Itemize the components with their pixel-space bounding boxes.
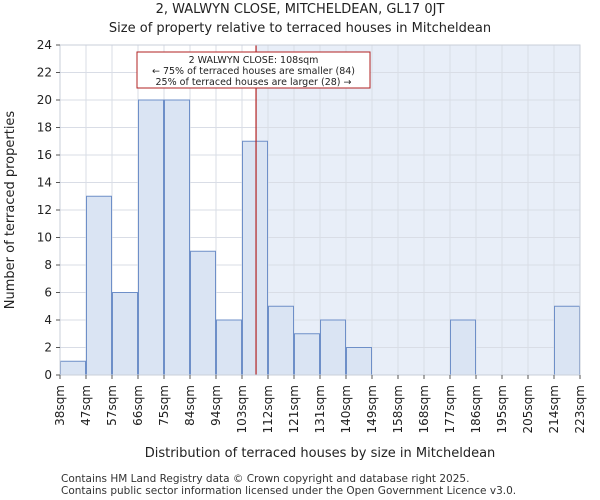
y-tick-label: 2 [44, 341, 52, 355]
x-tick-label: 47sqm [79, 385, 93, 426]
y-axis-label: Number of terraced properties [3, 111, 18, 310]
bar-103sqm [242, 140, 268, 376]
chart-area: 2 WALWYN CLOSE: 108sqm← 75% of terraced … [3, 38, 587, 461]
x-tick-label: 66sqm [131, 385, 145, 426]
y-tick-label: 8 [44, 258, 52, 272]
x-tick-label: 177sqm [443, 385, 457, 433]
x-tick-label: 168sqm [417, 385, 431, 433]
x-tick-label: 149sqm [365, 385, 379, 433]
y-tick-label: 22 [37, 66, 52, 80]
y-tick-label: 10 [37, 231, 52, 245]
x-tick-label: 223sqm [573, 385, 587, 433]
x-tick-label: 112sqm [261, 385, 275, 433]
bar-47sqm [86, 195, 112, 376]
y-tick-label: 20 [37, 93, 52, 107]
y-tick-label: 14 [37, 176, 52, 190]
chart-title: 2, WALWYN CLOSE, MITCHELDEAN, GL17 0JT [155, 2, 445, 17]
y-tick-label: 4 [44, 313, 52, 327]
y-tick-label: 18 [37, 121, 52, 135]
annotation-larger: 25% of terraced houses are larger (28) → [156, 77, 352, 88]
annotation-box [136, 51, 371, 89]
x-tick-label: 57sqm [105, 385, 119, 426]
x-tick-label: 84sqm [183, 385, 197, 426]
x-tick-label: 94sqm [209, 385, 223, 426]
chart-subtitle: Size of property relative to terraced ho… [108, 21, 492, 36]
x-tick-label: 186sqm [469, 385, 483, 433]
x-tick-label: 158sqm [391, 385, 405, 433]
x-tick-label: 38sqm [53, 385, 67, 426]
annotation-title: 2 WALWYN CLOSE: 108sqm [189, 55, 319, 66]
x-tick-label: 103sqm [235, 385, 249, 433]
x-tick-label: 121sqm [287, 385, 301, 433]
bar-131sqm [320, 319, 346, 376]
bar-75sqm [164, 99, 190, 376]
bar-140sqm [346, 347, 372, 376]
bar-84sqm [190, 250, 216, 376]
x-tick-label: 140sqm [339, 385, 353, 433]
x-tick-label: 75sqm [157, 385, 171, 426]
bar-66sqm [138, 99, 164, 376]
footer-licence: Contains public sector information licen… [61, 485, 517, 497]
bar-38sqm [60, 360, 86, 376]
y-tick-label: 16 [37, 148, 52, 162]
bar-57sqm [112, 292, 138, 376]
annotation-smaller: ← 75% of terraced houses are smaller (84… [152, 66, 355, 77]
x-tick-label: 214sqm [547, 385, 561, 433]
bar-94sqm [216, 319, 242, 376]
y-tick-label: 12 [37, 203, 52, 217]
bar-112sqm [268, 305, 294, 376]
bar-214sqm [554, 305, 580, 376]
y-tick-label: 0 [44, 368, 52, 382]
y-tick-label: 24 [37, 38, 52, 52]
y-tick-label: 6 [44, 286, 52, 300]
bar-177sqm [450, 319, 476, 376]
x-tick-label: 205sqm [521, 385, 535, 433]
footer-copyright: Contains HM Land Registry data © Crown c… [61, 473, 470, 485]
x-tick-label: 131sqm [313, 385, 327, 433]
bar-121sqm [294, 333, 320, 376]
x-tick-label: 195sqm [495, 385, 509, 433]
x-axis-label: Distribution of terraced houses by size … [145, 446, 496, 461]
